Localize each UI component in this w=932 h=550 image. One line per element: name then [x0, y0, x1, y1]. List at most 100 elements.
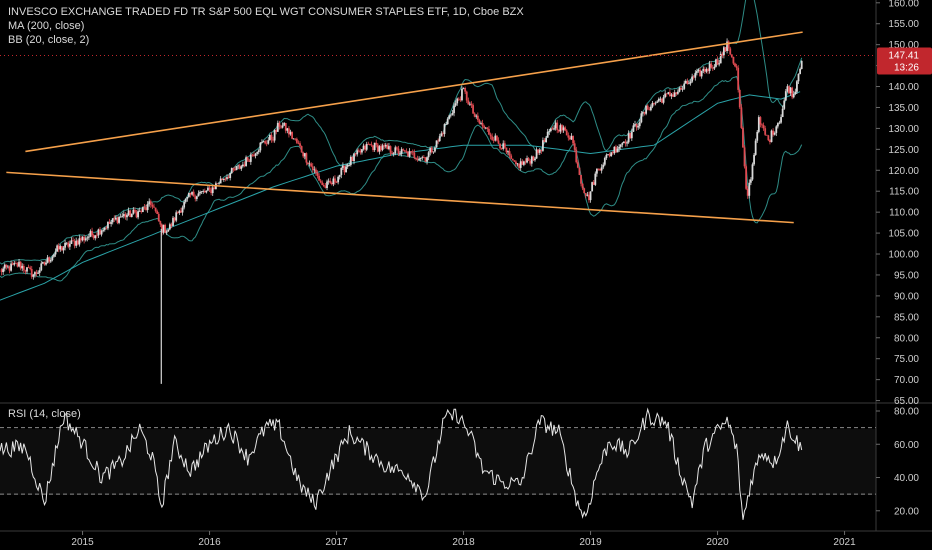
candle-body: [372, 145, 374, 151]
candle-body: [7, 266, 9, 268]
candle-body: [510, 155, 513, 159]
candle-body: [297, 142, 300, 144]
candle-body: [224, 178, 227, 180]
candle-body: [562, 127, 565, 131]
candle-body: [183, 201, 186, 208]
candle-body: [259, 142, 262, 151]
candle-body: [708, 63, 711, 72]
candle-body: [195, 196, 198, 199]
candle-body: [80, 238, 82, 241]
candle-body: [430, 147, 433, 153]
candle-body: [762, 125, 765, 129]
candle-body: [208, 187, 211, 190]
candle-body: [676, 91, 679, 94]
candle-body: [349, 156, 352, 165]
candle-body: [368, 144, 371, 146]
candle-body: [618, 146, 621, 149]
candle-body: [227, 177, 230, 178]
candle-body: [83, 236, 86, 241]
candle-body: [283, 122, 286, 126]
candle-body: [657, 98, 660, 102]
candle-body: [581, 183, 584, 189]
rsi-tick-label: 60.00: [894, 440, 919, 451]
candle-body: [546, 131, 549, 138]
candle-body: [197, 193, 200, 197]
candle-body: [659, 98, 662, 100]
candle-body: [192, 191, 195, 197]
candle-body: [81, 236, 84, 241]
candle-body: [130, 213, 133, 217]
candle-body: [281, 125, 284, 128]
candle-body: [449, 114, 452, 116]
candle-body: [318, 175, 320, 181]
candle-body: [661, 98, 663, 103]
candle-body: [118, 216, 120, 223]
candle-body: [276, 122, 279, 132]
candle-body: [723, 47, 725, 56]
bollinger-indicator-label[interactable]: BB (20, close, 2): [8, 34, 90, 46]
candle-body: [43, 262, 46, 265]
candle-body: [749, 179, 752, 183]
candle-body: [603, 157, 606, 165]
candle-body: [316, 172, 319, 176]
candle-body: [289, 131, 292, 135]
candle-body: [365, 143, 368, 150]
candle-body: [194, 196, 197, 199]
candle-body: [392, 153, 395, 155]
candle-body: [786, 86, 789, 92]
candle-body: [175, 212, 178, 221]
candle-body: [711, 67, 714, 69]
candle-body: [756, 131, 759, 141]
candle-body: [488, 129, 490, 135]
candle-body: [78, 238, 81, 245]
time-tick-label: 2020: [706, 537, 729, 548]
candle-body: [264, 141, 267, 144]
candle-body: [573, 143, 576, 150]
candle-body: [424, 157, 427, 162]
candle-body: [221, 178, 224, 180]
candle-body: [713, 66, 716, 69]
candle-body: [243, 164, 246, 166]
candle-body: [361, 149, 363, 153]
candle-body: [88, 236, 90, 238]
candle-body: [627, 133, 630, 143]
candle-body: [408, 151, 411, 157]
candle-body: [16, 263, 19, 267]
candle-body: [480, 123, 482, 124]
candle-body: [238, 165, 241, 169]
candle-body: [67, 242, 70, 247]
candle-body: [207, 187, 209, 191]
candle-body: [670, 94, 673, 97]
candle-body: [545, 137, 547, 143]
candle-body: [794, 91, 797, 95]
candle-body: [65, 242, 68, 244]
candle-body: [656, 101, 659, 103]
candle-body: [719, 53, 722, 64]
candle-body: [351, 156, 354, 162]
candle-body: [380, 146, 382, 150]
candle-body: [470, 103, 473, 106]
candle-body: [619, 144, 622, 147]
candle-body: [551, 128, 554, 130]
candle-body: [426, 157, 428, 162]
candle-body: [278, 122, 281, 127]
candle-body: [743, 147, 746, 167]
candle-body: [21, 265, 24, 269]
candle-body: [226, 177, 228, 179]
candle-body: [542, 140, 544, 151]
candle-body: [64, 242, 66, 248]
candle-body: [411, 151, 414, 153]
candle-body: [13, 263, 16, 265]
candle-body: [667, 92, 670, 94]
candle-body: [608, 154, 611, 157]
candle-body: [205, 190, 208, 193]
candle-body: [630, 131, 633, 139]
rsi-indicator-label[interactable]: RSI (14, close): [8, 408, 81, 420]
candle-body: [84, 238, 87, 241]
ma-indicator-label[interactable]: MA (200, close): [8, 20, 85, 32]
candle-body: [91, 231, 93, 236]
candle-body: [724, 47, 727, 51]
candle-body: [543, 140, 546, 143]
candle-body: [232, 168, 235, 170]
